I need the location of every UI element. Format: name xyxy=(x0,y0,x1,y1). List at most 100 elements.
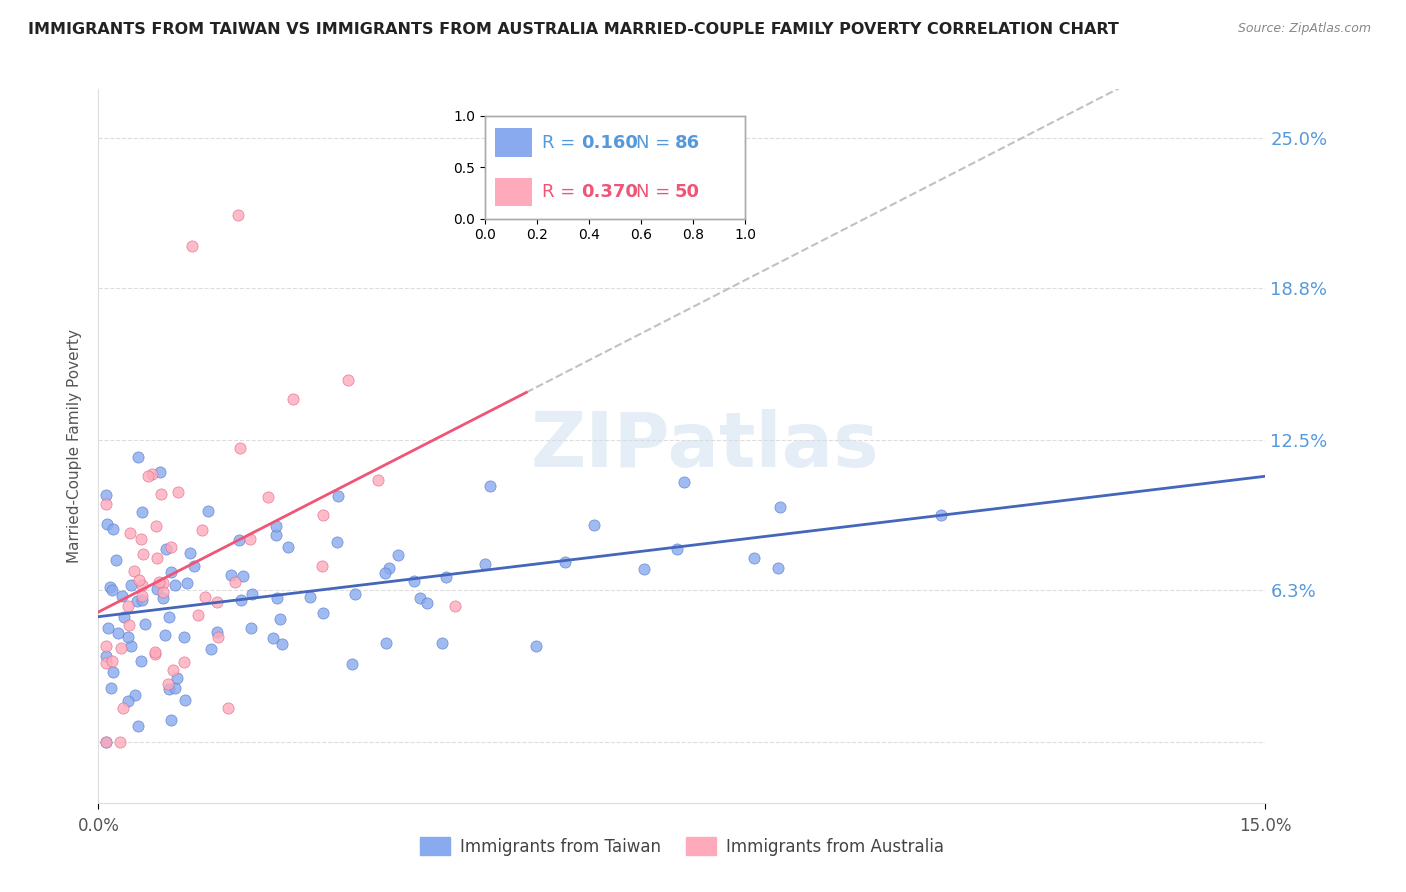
Point xyxy=(239,532,262,546)
Point xyxy=(143,647,166,661)
Text: 0.160: 0.160 xyxy=(581,134,638,152)
Point xyxy=(766,561,789,575)
Point xyxy=(264,528,287,542)
Point xyxy=(205,594,228,608)
Point xyxy=(311,559,333,574)
Point xyxy=(145,519,167,533)
Point xyxy=(129,654,152,668)
Text: ZIPatlas: ZIPatlas xyxy=(531,409,880,483)
Point xyxy=(554,556,576,570)
Point xyxy=(377,561,399,575)
Point xyxy=(96,516,118,531)
Point xyxy=(665,541,688,556)
Point xyxy=(100,681,122,695)
Point xyxy=(298,591,321,605)
Point xyxy=(146,551,169,566)
Point xyxy=(231,592,253,607)
Point xyxy=(478,479,501,493)
Text: 86: 86 xyxy=(675,134,700,152)
Point xyxy=(160,713,183,727)
Point xyxy=(120,525,142,540)
Point xyxy=(132,547,155,561)
Point xyxy=(127,450,149,465)
Point xyxy=(112,610,135,624)
Point xyxy=(176,575,198,590)
Point xyxy=(127,719,149,733)
Point xyxy=(152,591,174,606)
Point xyxy=(232,569,254,583)
Point xyxy=(200,642,222,657)
Point xyxy=(160,565,183,579)
Point xyxy=(277,540,299,554)
Point xyxy=(103,522,125,536)
Point xyxy=(111,700,134,714)
Point xyxy=(742,551,765,566)
Point xyxy=(96,497,118,511)
Point xyxy=(122,564,145,578)
Point xyxy=(375,635,398,649)
Point xyxy=(281,392,304,406)
Point xyxy=(312,508,335,522)
Point xyxy=(228,208,250,222)
Point xyxy=(143,645,166,659)
Point xyxy=(430,635,453,649)
Point xyxy=(117,617,139,632)
Point xyxy=(207,630,229,644)
Point xyxy=(163,578,186,592)
Point xyxy=(157,682,180,697)
Text: N =: N = xyxy=(636,183,676,201)
Point xyxy=(264,519,287,533)
Point xyxy=(187,607,209,622)
Point xyxy=(110,640,132,655)
Point xyxy=(108,735,131,749)
Point xyxy=(269,612,291,626)
FancyBboxPatch shape xyxy=(495,178,531,206)
Point xyxy=(131,578,153,592)
Point xyxy=(326,489,349,503)
Point xyxy=(155,541,177,556)
Point xyxy=(239,621,262,635)
Point xyxy=(96,648,118,663)
Point xyxy=(129,532,152,546)
Point xyxy=(152,585,174,599)
Point xyxy=(262,631,284,645)
Point xyxy=(131,593,153,607)
Point xyxy=(266,591,288,605)
Point xyxy=(156,677,179,691)
Point xyxy=(166,671,188,685)
Point xyxy=(311,606,333,620)
Point xyxy=(337,373,360,387)
Point xyxy=(173,630,195,644)
Point xyxy=(100,654,122,668)
Point xyxy=(240,587,263,601)
Point xyxy=(117,599,139,613)
Point xyxy=(149,465,172,479)
Point xyxy=(217,701,239,715)
Text: N =: N = xyxy=(636,134,676,152)
Point xyxy=(193,591,215,605)
Point xyxy=(271,637,294,651)
Point xyxy=(128,573,150,587)
Point xyxy=(387,548,409,562)
Point xyxy=(117,694,139,708)
Point xyxy=(131,505,153,519)
Point xyxy=(159,540,181,554)
Point xyxy=(103,665,125,680)
Point xyxy=(228,533,250,547)
Text: 50: 50 xyxy=(675,183,700,201)
Text: IMMIGRANTS FROM TAIWAN VS IMMIGRANTS FROM AUSTRALIA MARRIED-COUPLE FAMILY POVERT: IMMIGRANTS FROM TAIWAN VS IMMIGRANTS FRO… xyxy=(28,22,1119,37)
Point xyxy=(367,473,389,487)
Point xyxy=(183,559,205,574)
Point xyxy=(145,582,167,597)
Point xyxy=(326,534,349,549)
Point xyxy=(150,487,173,501)
Point xyxy=(409,591,432,606)
Point xyxy=(97,621,120,635)
Point xyxy=(672,475,695,489)
Point xyxy=(111,589,134,603)
Point xyxy=(148,575,170,590)
Point xyxy=(127,593,149,607)
Point xyxy=(98,580,121,594)
Point xyxy=(434,570,457,584)
Point xyxy=(96,735,118,749)
